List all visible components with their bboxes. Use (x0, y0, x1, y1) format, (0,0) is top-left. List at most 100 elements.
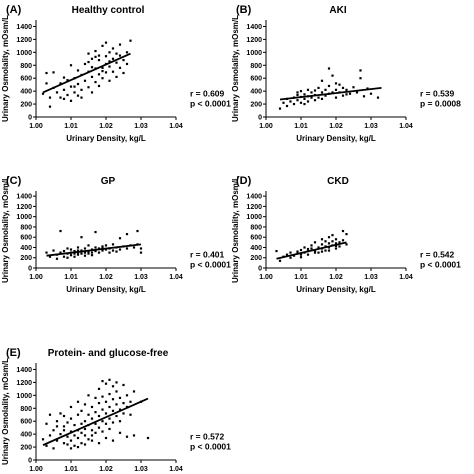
y-tick-label: 200 (20, 255, 32, 262)
data-point (97, 401, 101, 405)
y-tick-label: 800 (250, 224, 262, 231)
data-point (313, 241, 317, 244)
data-point (310, 91, 313, 94)
data-point (111, 409, 115, 412)
x-tick-label: 1.02 (329, 123, 343, 130)
data-point (76, 246, 80, 249)
x-tick-label: 1.03 (364, 274, 378, 281)
y-tick-label: 800 (20, 63, 32, 70)
data-point (66, 256, 69, 259)
x-tick-label: 1.00 (259, 123, 273, 130)
y-tick-label: 400 (20, 245, 32, 252)
data-point (129, 400, 132, 403)
data-point (108, 251, 111, 254)
data-point (87, 86, 90, 89)
data-point (59, 82, 62, 85)
data-point (94, 431, 97, 434)
x-tick-label: 1.00 (29, 466, 43, 473)
data-point (111, 385, 115, 388)
data-point (69, 85, 73, 88)
data-point (122, 71, 125, 75)
data-point (87, 244, 90, 247)
data-point (327, 84, 331, 88)
data-point (104, 422, 108, 425)
data-point (317, 96, 320, 99)
data-point (73, 423, 76, 427)
panel-title: GP (101, 176, 116, 187)
data-point (97, 426, 101, 429)
x-axis-label: Urinary Density, kg/L (66, 285, 146, 294)
data-point (303, 246, 306, 249)
r-value: r = 0.609 (190, 89, 225, 99)
data-point (101, 420, 104, 423)
data-point (306, 100, 310, 103)
y-tick-label: 200 (20, 445, 32, 452)
data-point (125, 62, 129, 66)
panel-label: (D) (236, 175, 252, 187)
data-point (289, 251, 292, 254)
data-point (45, 71, 48, 75)
data-point (66, 247, 69, 250)
data-point (118, 237, 122, 240)
data-point (292, 254, 296, 257)
y-tick-label: 1400 (16, 24, 32, 31)
data-point (132, 246, 136, 249)
data-point (101, 69, 104, 73)
data-point (111, 70, 115, 73)
data-point (115, 381, 118, 384)
data-point (306, 247, 310, 251)
data-point (66, 79, 69, 82)
data-point (87, 250, 90, 253)
x-tick-label: 1.03 (364, 123, 378, 130)
data-point (108, 65, 111, 68)
data-point (104, 41, 108, 44)
data-point (345, 88, 348, 91)
data-point (108, 417, 111, 420)
data-point (41, 438, 45, 441)
panel-label: (E) (6, 347, 21, 359)
data-point (97, 58, 101, 62)
data-point (352, 86, 355, 89)
p-value: p < 0.0001 (190, 260, 231, 270)
data-point (108, 405, 111, 409)
data-point (125, 394, 129, 397)
p-value: p < 0.0001 (190, 442, 231, 452)
data-point (125, 233, 129, 236)
x-tick-label: 1.02 (329, 274, 343, 281)
data-point (87, 438, 90, 441)
y-tick-label: 1400 (246, 194, 262, 201)
data-point (122, 383, 125, 387)
data-point (94, 396, 97, 400)
data-point (101, 44, 104, 47)
data-point (62, 97, 66, 100)
data-point (90, 429, 94, 432)
data-point (118, 54, 122, 57)
data-point (90, 251, 94, 254)
data-point (97, 414, 101, 418)
data-point (338, 241, 341, 244)
data-point (282, 101, 285, 104)
data-point (327, 249, 331, 252)
data-point (289, 100, 292, 103)
x-tick-label: 1.04 (169, 274, 183, 281)
data-point (104, 436, 108, 440)
data-point (90, 434, 94, 437)
data-point (59, 412, 62, 415)
data-point (334, 247, 338, 250)
data-point (122, 401, 125, 405)
x-tick-label: 1.01 (294, 123, 308, 130)
data-point (313, 99, 317, 102)
panel-label: (A) (6, 4, 22, 16)
x-tick-label: 1.02 (99, 123, 113, 130)
data-point (118, 66, 122, 69)
data-point (52, 249, 55, 252)
data-point (129, 413, 132, 416)
data-point (317, 246, 320, 249)
data-point (48, 255, 52, 258)
data-point (73, 255, 76, 258)
x-tick-label: 1.02 (99, 274, 113, 281)
data-point (66, 443, 69, 446)
data-point (101, 408, 104, 411)
data-point (118, 408, 122, 411)
data-point (101, 77, 104, 80)
